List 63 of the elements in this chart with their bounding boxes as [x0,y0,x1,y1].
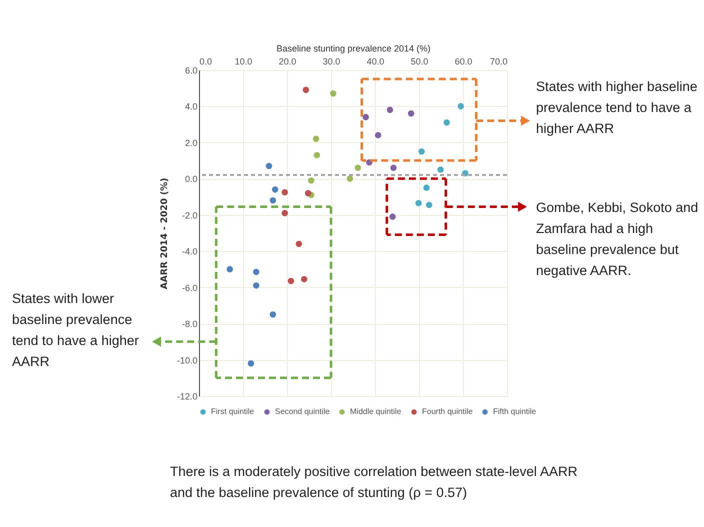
text: There is a moderately positive correlation between state-level AARR and the baseline prevalence of stunting (ρ = 0.57) [170,463,578,502]
legend-label: Fifth quintile [493,407,537,416]
point [248,360,254,367]
legend-label: First quintile [211,407,255,416]
point [312,136,320,142]
point [458,103,464,110]
point [270,197,276,204]
point [314,152,320,158]
point [304,190,312,196]
legend-label: Middle quintile [350,407,402,416]
x-tick-label: 40.0 [366,56,384,66]
point [423,184,430,191]
x-tick-label: 10.0 [234,56,252,66]
point [418,148,425,155]
x-tick-label: 60.0 [454,56,472,66]
y-tick-label: -10.0 [176,355,198,366]
y-axis-title: AARR 2014 - 2020 (%) [160,178,170,290]
point [389,214,396,220]
point [408,110,414,117]
point [288,278,294,284]
point [302,86,310,94]
x-axis-title: Baseline stunting prevalence 2014 (%) [276,44,431,54]
y-tick-label: 4.0 [184,102,198,112]
point [266,162,272,170]
point [437,166,444,173]
y-tick-label: 2.0 [184,138,198,148]
point [415,200,422,206]
point [346,176,354,182]
point [330,90,336,97]
x-tick-label: 70.0 [490,56,508,66]
point [253,268,260,276]
y-tick-label: -8.0 [182,319,198,330]
point [282,189,288,196]
point [282,210,288,216]
y-tick-label: 0.0 [184,174,198,184]
legend-label: Fourth quintile [422,407,474,416]
text: States with lower baseline prevalence tend to have a higher AARR [12,290,140,371]
text: Gombe, Kebbi, Sokoto and Zamfara had a high baseline prevalence but negative AARR. [536,199,700,280]
x-tick-label: 20.0 [278,56,296,66]
x-tick-label: 0.0 [200,56,212,66]
point [444,119,450,126]
point [308,177,314,184]
point [270,311,276,318]
x-tick-label: 30.0 [322,56,340,66]
point [354,164,361,171]
point [226,266,233,272]
point [374,132,382,138]
point [362,114,369,120]
point [301,276,308,282]
point [426,202,432,208]
point [253,282,260,289]
legend-label: Second quintile [275,407,330,416]
text: States with higher baseline prevalence tend to have a higher AARR [536,78,698,138]
y-tick-label: -12.0 [176,392,198,402]
point [390,164,397,171]
y-tick-label: -4.0 [182,246,198,257]
point [296,240,302,248]
y-tick-label: -2.0 [182,210,198,220]
point [386,106,394,113]
y-tick-label: 6.0 [184,66,198,76]
point [272,186,278,193]
x-tick-label: 50.0 [410,56,428,66]
y-tick-label: -6.0 [182,282,198,293]
